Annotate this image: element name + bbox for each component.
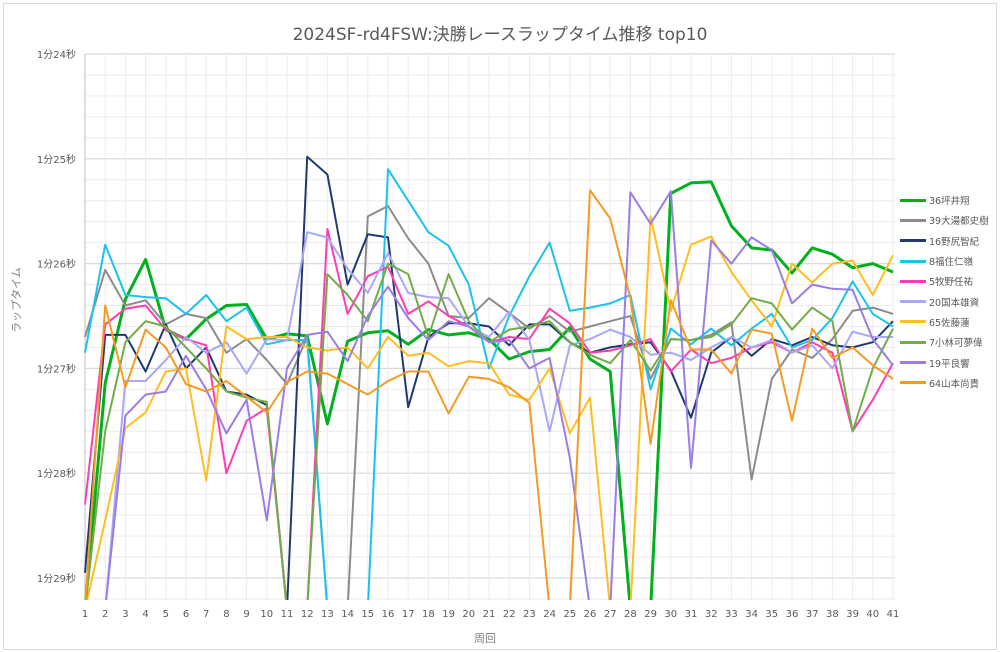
- legend-swatch-icon: [900, 259, 926, 263]
- series-line-3: [84, 168, 894, 600]
- series-line-6: [86, 215, 894, 600]
- x-axis-label: 周回: [474, 632, 496, 645]
- legend-label: 16野尻智紀: [929, 236, 980, 248]
- x-axis-ticks: 1 2 3 4 5 6 7 8 9 10 11 12 13 14 15 16 17 18 19 20 21 22 23 24 2…: [82, 609, 900, 620]
- series-line-0: [84, 180, 894, 600]
- y-tick-label: 1分25秒: [37, 153, 76, 166]
- legend-swatch-icon: [900, 361, 926, 365]
- y-tick-label: 1分26秒: [37, 258, 76, 271]
- legend-item: 39大湯都史樹: [900, 210, 998, 230]
- x-tick-label: 10: [260, 609, 273, 620]
- legend-swatch-icon: [900, 340, 926, 344]
- x-tick-label: 39: [846, 609, 859, 620]
- x-tick-label: 3: [122, 609, 128, 620]
- x-tick-label: 19: [442, 609, 455, 620]
- legend-item: 7小林可夢偉: [900, 332, 998, 352]
- legend-item: 64山本尚貴: [900, 373, 998, 393]
- legend-swatch-icon: [900, 198, 926, 202]
- x-tick-label: 21: [483, 609, 496, 620]
- x-tick-label: 12: [301, 609, 314, 620]
- x-tick-label: 26: [584, 609, 597, 620]
- legend-swatch-icon: [900, 218, 926, 222]
- legend-label: 19平良響: [929, 358, 970, 370]
- x-tick-label: 4: [142, 609, 148, 620]
- legend-label: 36坪井翔: [929, 196, 970, 208]
- legend-item: 65佐藤蓮: [900, 312, 998, 332]
- x-tick-label: 7: [203, 609, 209, 620]
- x-tick-label: 30: [664, 609, 677, 620]
- y-tick-label: 1分24秒: [37, 48, 76, 61]
- x-tick-label: 33: [725, 609, 738, 620]
- x-tick-label: 29: [644, 609, 657, 620]
- x-tick-label: 28: [624, 609, 637, 620]
- x-tick-label: 17: [402, 609, 415, 620]
- x-tick-label: 6: [183, 609, 189, 620]
- x-tick-label: 35: [765, 609, 778, 620]
- legend-item: 20国本雄資: [900, 291, 998, 311]
- x-tick-label: 37: [806, 609, 819, 620]
- y-tick-label: 1分27秒: [37, 362, 76, 375]
- x-tick-label: 13: [321, 609, 334, 620]
- x-tick-label: 16: [382, 609, 395, 620]
- legend-swatch-icon: [900, 279, 926, 283]
- x-tick-label: 41: [887, 609, 900, 620]
- series-line-9: [84, 189, 894, 600]
- legend-swatch-icon: [900, 300, 926, 304]
- legend-item: 8福住仁嶺: [900, 251, 998, 271]
- legend-label: 20国本雄資: [929, 297, 980, 309]
- x-tick-label: 27: [604, 609, 617, 620]
- x-tick-label: 14: [341, 609, 354, 620]
- legend-item: 5牧野任祐: [900, 271, 998, 291]
- legend-item: 16野尻智紀: [900, 231, 998, 251]
- legend-item: 36坪井翔: [900, 190, 998, 210]
- x-tick-label: 15: [361, 609, 374, 620]
- legend-label: 7小林可夢偉: [929, 338, 983, 350]
- x-tick-label: 24: [543, 609, 556, 620]
- legend: 36坪井翔 39大湯都史樹 16野尻智紀 8福住仁嶺 5牧野任祐 20国本雄資 65佐藤蓮 7…: [900, 190, 998, 393]
- x-tick-label: 2: [102, 609, 108, 620]
- x-tick-label: 36: [786, 609, 799, 620]
- x-tick-label: 31: [685, 609, 698, 620]
- series-line-5: [105, 231, 893, 600]
- y-tick-label: 1分28秒: [37, 467, 76, 480]
- legend-swatch-icon: [900, 239, 926, 243]
- x-tick-label: 25: [563, 609, 576, 620]
- y-tick-label: 1分29秒: [37, 572, 76, 585]
- x-tick-label: 8: [223, 609, 229, 620]
- x-tick-label: 40: [866, 609, 879, 620]
- legend-label: 5牧野任祐: [929, 277, 974, 289]
- x-tick-label: 38: [826, 609, 839, 620]
- x-tick-label: 5: [163, 609, 169, 620]
- chart-title: 2024SF-rd4FSW:決勝レースラップタイム推移 top10: [292, 25, 708, 45]
- x-tick-label: 22: [503, 609, 516, 620]
- series-lines: [84, 155, 894, 600]
- x-tick-label: 23: [523, 609, 536, 620]
- x-tick-label: 34: [745, 609, 758, 620]
- x-tick-label: 11: [281, 609, 294, 620]
- x-tick-label: 18: [422, 609, 435, 620]
- x-tick-label: 20: [462, 609, 475, 620]
- legend-label: 65佐藤蓮: [929, 317, 970, 329]
- legend-label: 64山本尚貴: [929, 378, 980, 390]
- legend-swatch-icon: [900, 381, 926, 385]
- series-line-8: [105, 190, 894, 600]
- legend-item: 19平良響: [900, 352, 998, 372]
- x-tick-label: 1: [82, 609, 88, 620]
- legend-label: 8福住仁嶺: [929, 257, 974, 269]
- legend-swatch-icon: [900, 320, 926, 324]
- legend-label: 39大湯都史樹: [929, 216, 989, 228]
- x-tick-label: 32: [705, 609, 718, 620]
- series-line-1: [84, 205, 894, 600]
- y-axis-ticks: 1分24秒 1分25秒 1分26秒 1分27秒 1分28秒 1分29秒: [37, 48, 76, 585]
- x-tick-label: 9: [243, 609, 249, 620]
